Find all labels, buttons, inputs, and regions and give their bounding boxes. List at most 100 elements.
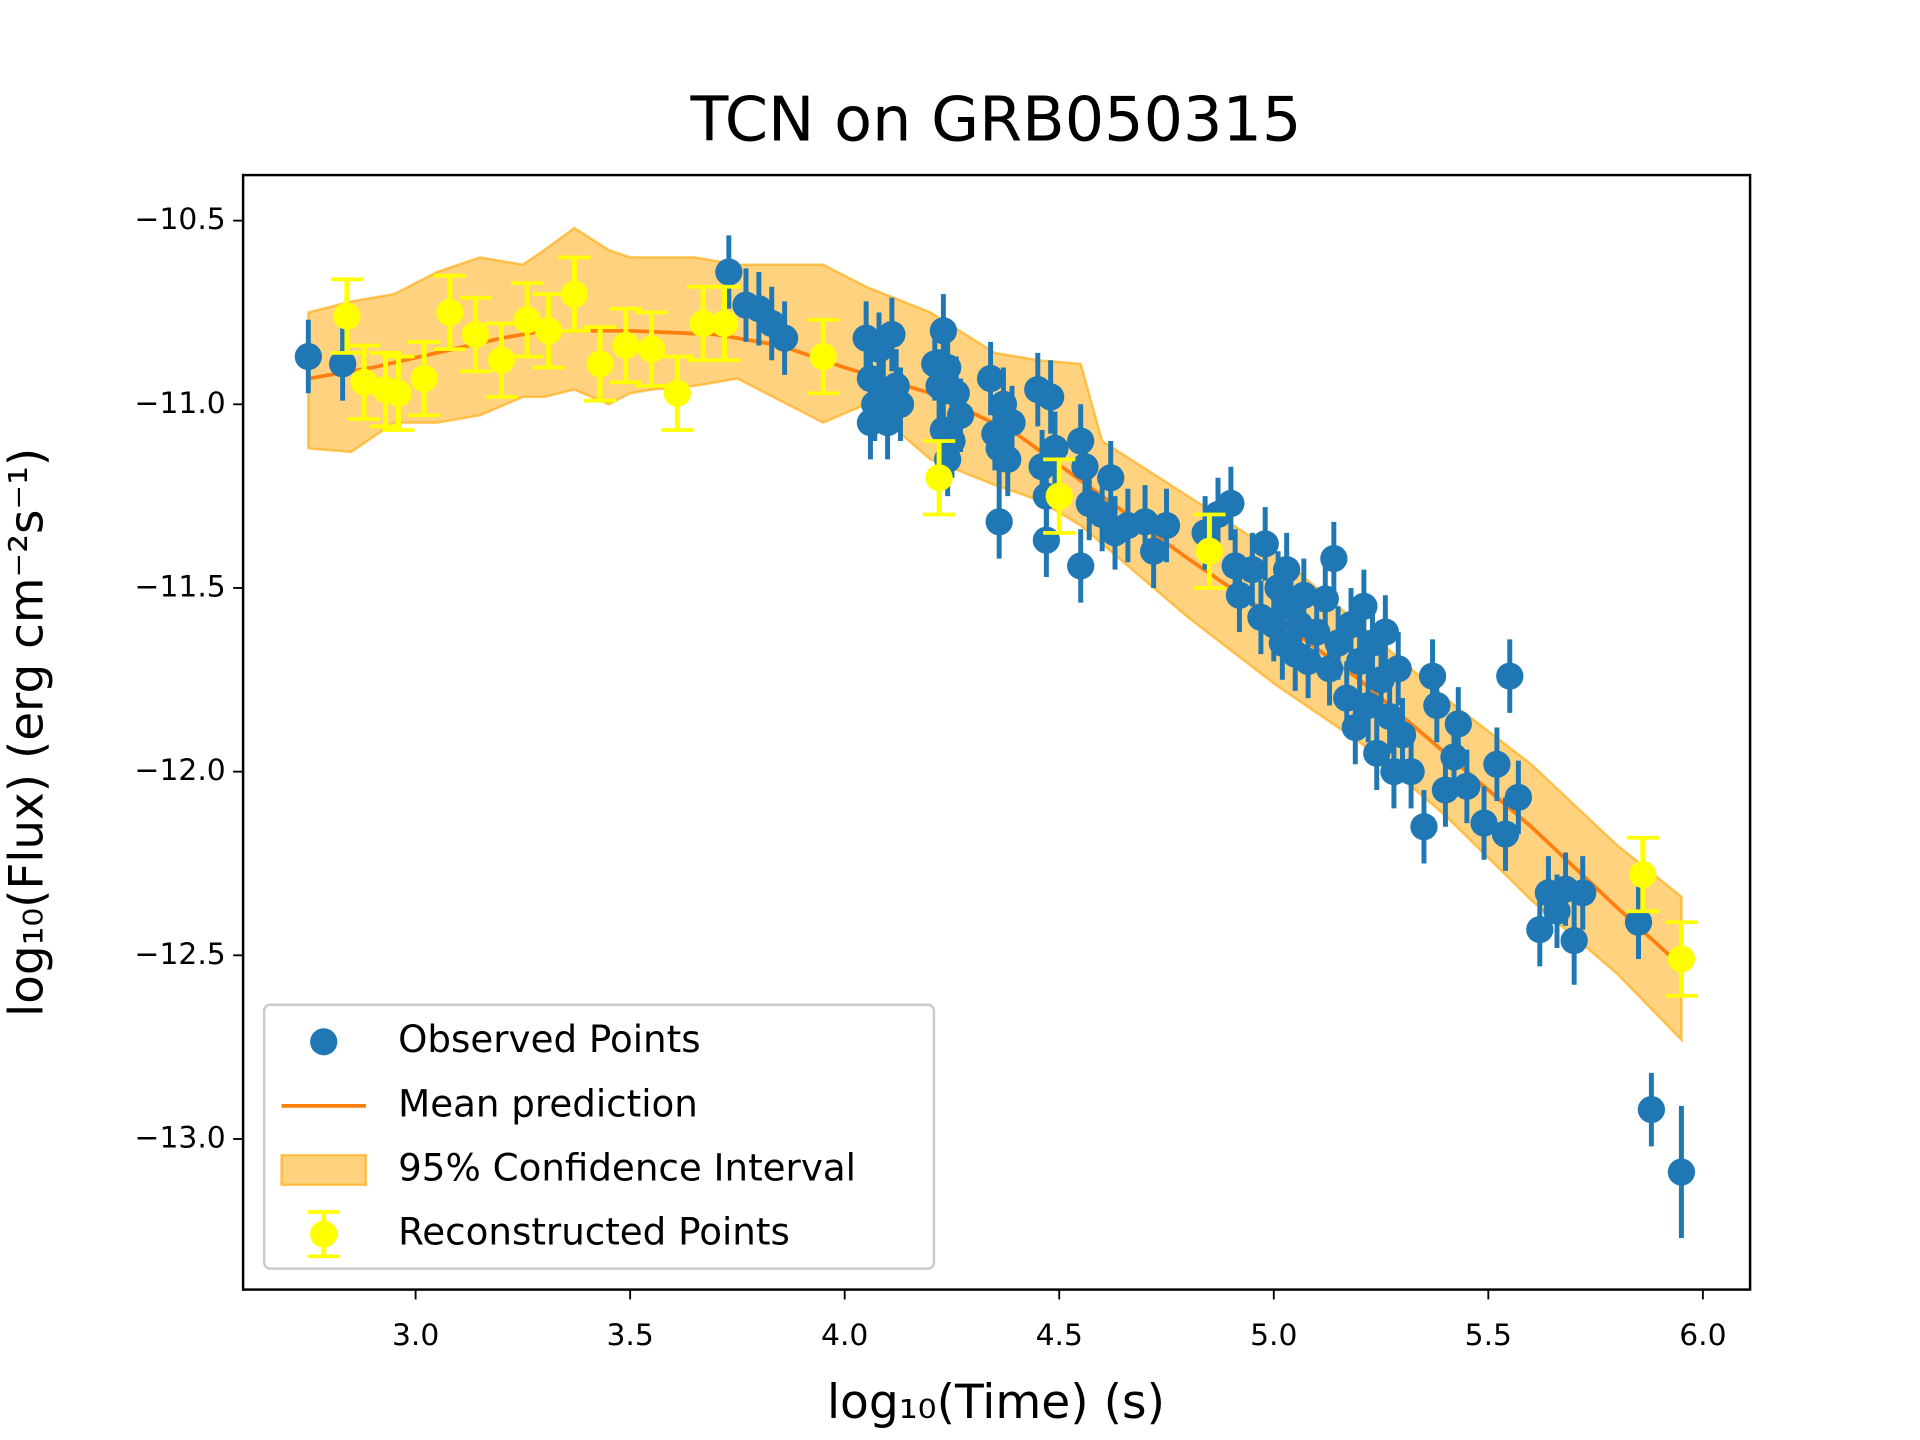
point	[1418, 662, 1447, 690]
point	[925, 464, 953, 492]
point	[663, 379, 691, 407]
y-tick-label: −12.5	[135, 936, 226, 971]
point	[329, 350, 357, 378]
y-axis-label: log₁₀(Flux) (erg cm⁻²s⁻¹)	[0, 448, 54, 1017]
point	[1139, 537, 1168, 565]
point	[1045, 482, 1073, 510]
point	[436, 298, 464, 327]
x-tick-label: 4.0	[821, 1317, 868, 1352]
chart-title: TCN on GRB050315	[690, 83, 1302, 155]
point	[1423, 691, 1451, 720]
point	[809, 342, 837, 371]
point	[1637, 1096, 1666, 1124]
point	[1195, 537, 1224, 565]
point	[350, 368, 378, 396]
point	[710, 309, 739, 338]
point	[487, 346, 516, 374]
point	[1444, 710, 1472, 738]
point	[886, 390, 915, 418]
point	[462, 320, 490, 349]
point	[1667, 1158, 1696, 1186]
point	[612, 331, 640, 360]
x-tick-label: 5.5	[1465, 1317, 1512, 1352]
x-tick-label: 3.0	[392, 1317, 439, 1352]
legend: Observed Points Mean prediction 95% Confid…	[262, 1003, 936, 1270]
point	[1629, 860, 1657, 889]
point	[856, 409, 885, 437]
point	[878, 320, 906, 349]
point	[976, 365, 1005, 393]
x-axis-label: log₁₀(Time) (s)	[827, 1375, 1165, 1430]
point	[1152, 511, 1181, 540]
point	[1397, 758, 1425, 786]
point	[994, 445, 1022, 473]
point	[1037, 383, 1065, 411]
point	[1560, 927, 1588, 955]
x-tick-label: 3.5	[606, 1317, 653, 1352]
point	[1041, 434, 1069, 462]
y-tick-label: −12.0	[135, 752, 226, 787]
point	[1491, 820, 1520, 848]
point	[1341, 713, 1369, 742]
point	[294, 342, 322, 371]
point	[715, 258, 743, 286]
legend-marker	[310, 1220, 338, 1248]
point	[1569, 879, 1597, 907]
point	[929, 317, 958, 345]
point	[1320, 545, 1348, 573]
point	[1097, 464, 1125, 492]
point	[1067, 552, 1095, 580]
y-tick-label: −11.5	[135, 569, 226, 604]
x-tick-label: 6.0	[1679, 1317, 1726, 1352]
point	[1238, 556, 1266, 584]
point	[1273, 556, 1301, 584]
point	[1496, 662, 1524, 690]
point	[1371, 618, 1399, 646]
point	[1667, 945, 1696, 973]
point	[770, 324, 799, 352]
point	[560, 280, 589, 308]
point	[1470, 809, 1498, 837]
x-tick-label: 5.0	[1250, 1317, 1297, 1352]
y-tick-label: −11.0	[135, 385, 226, 420]
y-tick-label: −13.0	[135, 1120, 226, 1155]
point	[998, 409, 1026, 437]
plot-frame	[241, 173, 1752, 1291]
point	[586, 350, 614, 378]
point	[410, 365, 438, 393]
legend-label: Mean prediction	[398, 1082, 698, 1125]
point	[1363, 739, 1391, 767]
point	[1504, 783, 1533, 811]
point	[1384, 655, 1412, 683]
point	[1032, 526, 1061, 554]
point	[1290, 581, 1318, 609]
plot-area	[294, 226, 1698, 1239]
point	[1453, 772, 1481, 800]
point	[1440, 743, 1468, 771]
point	[1624, 908, 1653, 936]
point	[513, 306, 541, 334]
legend-label: Observed Points	[398, 1018, 700, 1061]
x-tick-label: 4.5	[1036, 1317, 1083, 1352]
point	[534, 317, 563, 345]
point	[1067, 427, 1095, 455]
point	[1217, 489, 1245, 518]
point	[946, 401, 975, 429]
point	[1354, 691, 1382, 720]
point	[1410, 813, 1438, 841]
point	[942, 379, 970, 407]
legend-marker	[280, 1153, 368, 1187]
point	[637, 335, 666, 363]
point	[1483, 750, 1511, 778]
point	[689, 309, 717, 338]
point	[985, 508, 1013, 536]
point	[384, 379, 413, 407]
point	[333, 302, 361, 330]
legend-label: 95% Confidence Interval	[398, 1147, 856, 1190]
point	[1251, 530, 1279, 558]
point	[1225, 581, 1254, 609]
legend-frame	[262, 1003, 936, 1270]
legend-marker	[310, 1028, 338, 1056]
legend-label: Reconstructed Points	[398, 1211, 790, 1254]
